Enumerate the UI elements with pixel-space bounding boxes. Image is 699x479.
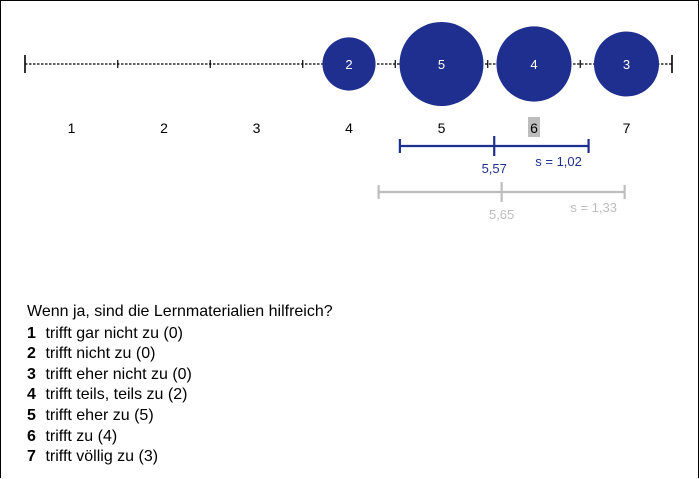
bubble-count-label: 2 [345, 57, 352, 72]
option-number: 4 [27, 386, 36, 404]
category-highlight [528, 117, 540, 137]
category-label: 1 [68, 120, 76, 136]
option-row: 6 trifft zu (4) [27, 427, 333, 448]
primary-sd-label: s = 1,02 [535, 154, 582, 169]
option-row: 2 trifft nicht zu (0) [27, 344, 333, 365]
option-text: trifft eher nicht zu (0) [45, 365, 192, 383]
bubble-count-label: 3 [623, 57, 630, 72]
category-label: 7 [623, 120, 631, 136]
option-number: 1 [27, 324, 36, 342]
question-text: Wenn ja, sind die Lernmaterialien hilfre… [27, 303, 333, 320]
category-label: 2 [160, 120, 168, 136]
legend: Wenn ja, sind die Lernmaterialien hilfre… [27, 302, 333, 468]
category-label: 3 [253, 120, 261, 136]
option-text: trifft eher zu (5) [45, 406, 154, 424]
option-text: trifft zu (4) [45, 427, 118, 445]
option-row: 1 trifft gar nicht zu (0) [27, 324, 333, 345]
option-text: trifft teils, teils zu (2) [45, 386, 188, 404]
bubble [399, 22, 484, 106]
bubble [593, 31, 660, 97]
secondary-mean-label: 5,65 [489, 207, 514, 222]
option-number: 7 [27, 448, 36, 466]
option-row: 4 trifft teils, teils zu (2) [27, 385, 333, 406]
bubble-count-label: 5 [438, 57, 445, 72]
secondary-sd-label: s = 1,33 [570, 200, 617, 215]
option-row: 5 trifft eher zu (5) [27, 406, 333, 427]
option-number: 6 [27, 427, 36, 445]
scale-chart: 2 5 4 3 1 2 3 4 5 6 7 5,57 s = 1,02 5,65 s = 1,33 [24, 22, 673, 222]
option-text: trifft gar nicht zu (0) [45, 324, 183, 342]
bubble-count-label: 4 [530, 57, 537, 72]
option-text: trifft völlig zu (3) [45, 448, 159, 466]
option-number: 5 [27, 406, 36, 424]
bubble [322, 37, 376, 91]
primary-mean-label: 5,57 [482, 161, 507, 176]
option-number: 3 [27, 365, 36, 383]
bubble [496, 26, 572, 102]
option-row: 7 trifft völlig zu (3) [27, 447, 333, 468]
category-label: 6 [530, 120, 538, 136]
category-label: 5 [438, 120, 446, 136]
option-number: 2 [27, 345, 36, 363]
category-label: 4 [345, 120, 353, 136]
option-text: trifft nicht zu (0) [45, 345, 156, 363]
option-row: 3 trifft eher nicht zu (0) [27, 365, 333, 386]
